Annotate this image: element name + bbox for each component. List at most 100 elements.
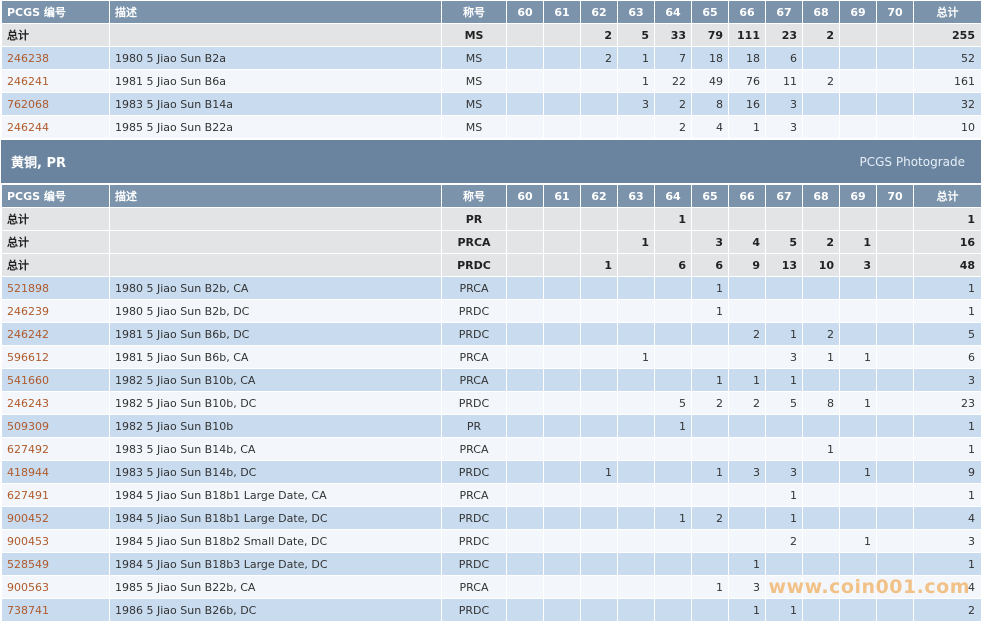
pcgs-number-link[interactable]: 900453 xyxy=(1,529,110,553)
grade-count-cell: 2 xyxy=(654,92,692,116)
photograde-link[interactable]: PCGS Photograde xyxy=(859,154,965,169)
grade-count-cell: 3 xyxy=(617,92,655,116)
total-row: 总计 PRDC 1 6 6 9 13 10 3 48 xyxy=(1,253,982,277)
grade-count-cell: 7 xyxy=(654,46,692,70)
col-header-grade-70: 70 xyxy=(876,0,914,24)
pcgs-number-link[interactable]: 509309 xyxy=(1,414,110,438)
designation-cell: PRDC xyxy=(441,552,507,576)
grade-count-cell xyxy=(580,483,618,507)
pcgs-number-link[interactable]: 521898 xyxy=(1,276,110,300)
pcgs-number-link[interactable]: 418944 xyxy=(1,460,110,484)
grade-count-cell xyxy=(691,414,729,438)
grade-count-cell xyxy=(580,368,618,392)
grade-count-cell xyxy=(580,598,618,622)
grade-count-cell xyxy=(654,552,692,576)
pcgs-number-link[interactable]: 246239 xyxy=(1,299,110,323)
grade-count-cell xyxy=(876,46,914,70)
grade-count-cell xyxy=(728,276,766,300)
pcgs-number-link[interactable]: 900452 xyxy=(1,506,110,530)
grade-count-cell: 13 xyxy=(765,253,803,277)
designation-cell: PRCA xyxy=(441,575,507,599)
ms-table-body: 总计 MS 2 5 33 79 111 23 2 255 246238 1980 5 Jiao Sun… xyxy=(1,23,982,139)
grade-count-cell: 3 xyxy=(691,230,729,254)
grade-count-cell xyxy=(543,46,581,70)
grade-count-cell xyxy=(580,391,618,415)
total-row: 总计 MS 2 5 33 79 111 23 2 255 xyxy=(1,23,982,47)
table-row: 246244 1985 5 Jiao Sun B22a MS 2 4 1 3 10 xyxy=(1,115,982,139)
table-row: 509309 1982 5 Jiao Sun B10b PR 1 1 xyxy=(1,414,982,438)
pcgs-number-link[interactable]: 246238 xyxy=(1,46,110,70)
pcgs-number-link[interactable]: 762068 xyxy=(1,92,110,116)
total-count-cell: 1 xyxy=(913,552,982,576)
table-row: 521898 1980 5 Jiao Sun B2b, CA PRCA 1 1 xyxy=(1,276,982,300)
grade-count-cell xyxy=(802,552,840,576)
grade-count-cell xyxy=(876,552,914,576)
grade-count-cell: 1 xyxy=(691,368,729,392)
grade-count-cell xyxy=(876,368,914,392)
table-row: 246239 1980 5 Jiao Sun B2b, DC PRDC 1 1 xyxy=(1,299,982,323)
grade-count-cell xyxy=(543,207,581,231)
total-label: 总计 xyxy=(1,253,110,277)
grade-count-cell xyxy=(728,483,766,507)
pcgs-number-link[interactable]: 246244 xyxy=(1,115,110,139)
grade-count-cell xyxy=(543,23,581,47)
grade-count-cell: 2 xyxy=(580,46,618,70)
col-header-grade-61: 61 xyxy=(543,184,581,208)
col-header-designation: 称号 xyxy=(441,0,507,24)
description-cell: 1985 5 Jiao Sun B22b, CA xyxy=(109,575,442,599)
pcgs-number-link[interactable]: 246241 xyxy=(1,69,110,93)
grade-count-cell xyxy=(506,46,544,70)
grade-count-cell xyxy=(580,552,618,576)
pcgs-number-link[interactable]: 596612 xyxy=(1,345,110,369)
grade-count-cell xyxy=(839,69,877,93)
grade-count-cell: 1 xyxy=(765,483,803,507)
grade-count-cell xyxy=(543,253,581,277)
designation-cell: PRDC xyxy=(441,391,507,415)
pcgs-number-link[interactable]: 246243 xyxy=(1,391,110,415)
grade-count-cell: 1 xyxy=(691,575,729,599)
pcgs-number-link[interactable]: 627492 xyxy=(1,437,110,461)
total-count-cell: 1 xyxy=(913,437,982,461)
table-row: 246242 1981 5 Jiao Sun B6b, DC PRDC 2 1 2 5 xyxy=(1,322,982,346)
description-cell: 1984 5 Jiao Sun B18b3 Large Date, DC xyxy=(109,552,442,576)
col-header-grade-62: 62 xyxy=(580,0,618,24)
table-row: 246238 1980 5 Jiao Sun B2a MS 2 1 7 18 18 6 52 xyxy=(1,46,982,70)
grade-count-cell xyxy=(728,414,766,438)
grade-count-cell: 2 xyxy=(728,391,766,415)
grade-count-cell: 6 xyxy=(654,253,692,277)
col-header-grade-66: 66 xyxy=(728,0,766,24)
table-row: 900453 1984 5 Jiao Sun B18b2 Small Date, … xyxy=(1,529,982,553)
pcgs-number-link[interactable]: 738741 xyxy=(1,598,110,622)
description-cell: 1982 5 Jiao Sun B10b, CA xyxy=(109,368,442,392)
pcgs-number-link[interactable]: 627491 xyxy=(1,483,110,507)
grade-count-cell xyxy=(506,368,544,392)
grade-count-cell xyxy=(543,414,581,438)
grade-count-cell xyxy=(876,253,914,277)
grade-count-cell xyxy=(802,460,840,484)
col-header-grade-68: 68 xyxy=(802,184,840,208)
grade-count-cell xyxy=(654,345,692,369)
grade-count-cell xyxy=(876,230,914,254)
pcgs-number-link[interactable]: 528549 xyxy=(1,552,110,576)
pcgs-number-link[interactable]: 900563 xyxy=(1,575,110,599)
grade-count-cell: 1 xyxy=(691,276,729,300)
grade-count-cell xyxy=(876,299,914,323)
description-cell: 1981 5 Jiao Sun B6b, CA xyxy=(109,345,442,369)
grade-count-cell xyxy=(580,529,618,553)
designation-cell: MS xyxy=(441,92,507,116)
grade-count-cell: 1 xyxy=(654,506,692,530)
total-count-cell: 16 xyxy=(913,230,982,254)
designation-cell: PR xyxy=(441,207,507,231)
grade-count-cell xyxy=(728,506,766,530)
pcgs-number-link[interactable]: 541660 xyxy=(1,368,110,392)
grade-count-cell: 79 xyxy=(691,23,729,47)
grade-count-cell xyxy=(728,529,766,553)
grade-count-cell xyxy=(876,575,914,599)
grade-count-cell xyxy=(839,437,877,461)
grade-count-cell xyxy=(876,207,914,231)
grade-count-cell xyxy=(506,345,544,369)
grade-count-cell: 18 xyxy=(691,46,729,70)
pcgs-number-link[interactable]: 246242 xyxy=(1,322,110,346)
description-cell: 1986 5 Jiao Sun B26b, DC xyxy=(109,598,442,622)
grade-count-cell: 5 xyxy=(617,23,655,47)
